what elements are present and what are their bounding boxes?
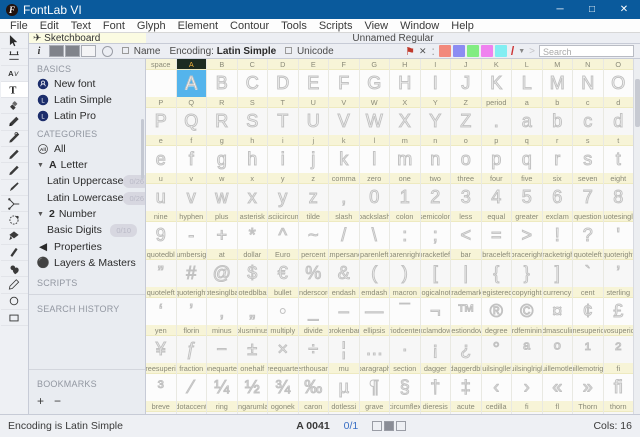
svg-text:A: A	[8, 69, 14, 78]
svg-text:All: All	[40, 147, 46, 153]
svg-text:V: V	[14, 71, 19, 78]
svg-text:T: T	[9, 85, 16, 96]
